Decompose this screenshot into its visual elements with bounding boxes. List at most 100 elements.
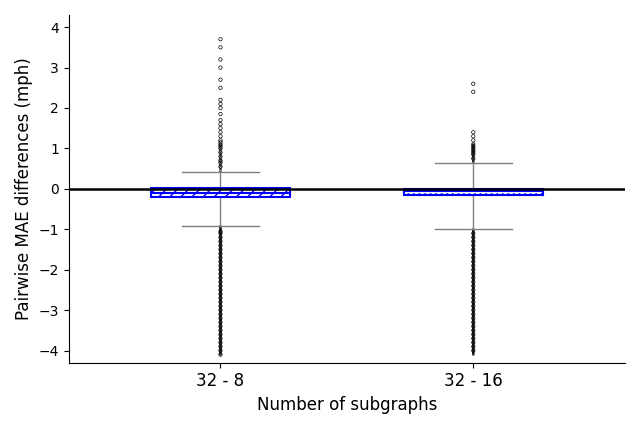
- Point: [468, 320, 479, 326]
- Point: [215, 242, 225, 249]
- Point: [468, 325, 479, 332]
- Point: [468, 274, 479, 281]
- Point: [215, 244, 225, 251]
- Point: [468, 315, 479, 322]
- Point: [215, 300, 225, 307]
- Point: [468, 291, 479, 298]
- Point: [215, 272, 225, 279]
- Point: [215, 223, 225, 230]
- Point: [215, 299, 225, 306]
- Point: [468, 245, 479, 252]
- Point: [468, 233, 479, 240]
- Point: [215, 281, 225, 288]
- Point: [215, 341, 225, 348]
- Point: [215, 246, 225, 253]
- Point: [215, 153, 225, 160]
- Point: [215, 318, 225, 325]
- Point: [468, 256, 479, 263]
- Point: [468, 141, 479, 148]
- Point: [215, 160, 225, 166]
- Point: [215, 295, 225, 302]
- Point: [215, 347, 225, 354]
- Point: [215, 234, 225, 241]
- Point: [468, 232, 479, 239]
- Point: [215, 307, 225, 314]
- Point: [215, 343, 225, 350]
- Point: [468, 336, 479, 343]
- Point: [468, 303, 479, 310]
- Point: [468, 347, 479, 354]
- Point: [215, 157, 225, 164]
- Point: [215, 274, 225, 281]
- Point: [215, 155, 225, 162]
- Point: [468, 297, 479, 304]
- Point: [215, 261, 225, 268]
- Point: [215, 64, 225, 71]
- Point: [215, 269, 225, 276]
- Point: [215, 339, 225, 346]
- Point: [215, 141, 225, 148]
- Point: [215, 266, 225, 273]
- Point: [215, 310, 225, 317]
- Point: [468, 228, 479, 235]
- Point: [468, 348, 479, 355]
- Point: [215, 347, 225, 354]
- Point: [468, 334, 479, 341]
- Point: [215, 312, 225, 319]
- Point: [468, 281, 479, 287]
- Point: [468, 322, 479, 329]
- Point: [215, 309, 225, 316]
- Point: [215, 343, 225, 350]
- Point: [215, 167, 225, 174]
- Point: [215, 311, 225, 318]
- Point: [468, 241, 479, 248]
- Point: [215, 258, 225, 265]
- Point: [215, 327, 225, 334]
- Point: [468, 137, 479, 144]
- Point: [215, 315, 225, 322]
- Point: [468, 325, 479, 332]
- Point: [215, 97, 225, 103]
- Point: [468, 227, 479, 234]
- Point: [215, 241, 225, 248]
- Point: [215, 158, 225, 165]
- Point: [468, 331, 479, 338]
- Point: [468, 257, 479, 263]
- Point: [468, 317, 479, 324]
- Point: [215, 241, 225, 248]
- Point: [215, 302, 225, 308]
- Point: [468, 290, 479, 297]
- Point: [215, 308, 225, 315]
- Point: [468, 261, 479, 268]
- Point: [468, 129, 479, 136]
- Point: [468, 236, 479, 242]
- Point: [468, 234, 479, 241]
- Point: [215, 240, 225, 247]
- Point: [215, 142, 225, 149]
- Point: [468, 318, 479, 325]
- Point: [215, 323, 225, 329]
- Point: [468, 145, 479, 151]
- Point: [215, 225, 225, 232]
- Point: [215, 333, 225, 340]
- Point: [468, 344, 479, 350]
- Point: [468, 346, 479, 353]
- Point: [468, 152, 479, 159]
- Point: [468, 319, 479, 326]
- Point: [468, 248, 479, 254]
- Point: [215, 323, 225, 330]
- Point: [215, 272, 225, 278]
- Point: [468, 269, 479, 275]
- Point: [468, 226, 479, 233]
- Point: [468, 315, 479, 322]
- Point: [468, 287, 479, 293]
- Point: [215, 148, 225, 155]
- Point: [215, 226, 225, 233]
- Point: [468, 243, 479, 250]
- Point: [468, 255, 479, 262]
- Point: [468, 278, 479, 285]
- Point: [215, 349, 225, 356]
- Point: [215, 233, 225, 240]
- Point: [468, 159, 479, 166]
- Point: [468, 339, 479, 346]
